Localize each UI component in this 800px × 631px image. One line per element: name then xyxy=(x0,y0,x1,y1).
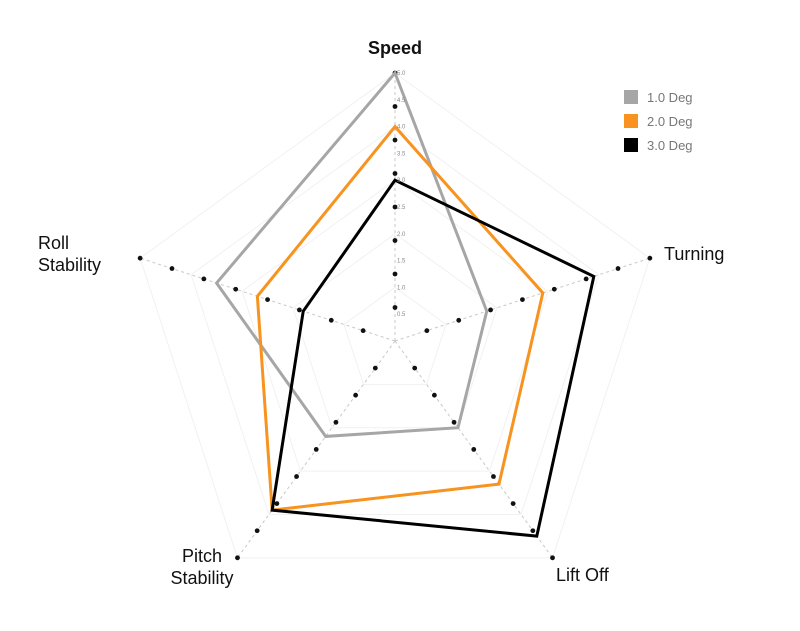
axis-dot-lift-off xyxy=(491,474,496,479)
series-3-0-deg xyxy=(270,178,596,538)
axis-dot-pitch-stability xyxy=(235,555,240,561)
axis-dot-lift-off xyxy=(550,555,555,561)
legend-swatch-3-0-deg xyxy=(624,138,638,152)
axis-dot-roll-stability xyxy=(169,266,175,271)
legend-swatch-2-0-deg xyxy=(624,114,638,128)
axis-dot-speed xyxy=(392,171,398,176)
grid-ring xyxy=(241,179,549,472)
radar-axis-labels: Speed Turning Lift Off Pitch Stability Roll St… xyxy=(38,38,724,588)
axis-dot-lift-off xyxy=(530,528,536,534)
axis-dot-turning xyxy=(551,286,557,292)
axis-dot-turning xyxy=(647,255,653,261)
axis-dot-speed xyxy=(392,238,398,243)
axis-dot-lift-off xyxy=(451,419,457,425)
grid-ring xyxy=(190,125,600,515)
axis-dot-roll-stability xyxy=(233,286,239,292)
axis-dot-pitch-stability xyxy=(333,419,339,425)
series-1-0-deg xyxy=(214,70,489,438)
tick-label: 4.5 xyxy=(397,98,406,104)
axis-dot-lift-off xyxy=(431,392,437,398)
axis-dot-lift-off xyxy=(471,447,477,452)
tick-label: 0.5 xyxy=(397,312,406,318)
radar-axes xyxy=(137,70,653,561)
axis-dot-pitch-stability xyxy=(313,447,319,452)
tick-label: 3.5 xyxy=(397,151,406,157)
legend-label-1-0-deg: 1.0 Deg xyxy=(647,90,693,105)
axis-dot-speed xyxy=(392,305,398,310)
grid-ring xyxy=(139,72,651,559)
axis-dot-turning xyxy=(583,276,589,282)
axis-dot-turning xyxy=(615,266,621,271)
legend-label-2-0-deg: 2.0 Deg xyxy=(647,114,693,129)
axis-dot-pitch-stability xyxy=(294,474,299,479)
tick-label: 3.0 xyxy=(397,178,406,184)
axis-dot-roll-stability xyxy=(137,255,143,261)
axis-dot-speed xyxy=(392,204,398,210)
axis-dot-roll-stability xyxy=(201,276,207,282)
axis-label-lift-off: Lift Off xyxy=(556,565,610,585)
legend-swatch-1-0-deg xyxy=(624,90,638,104)
axis-dot-pitch-stability xyxy=(274,501,280,507)
axis-dot-speed xyxy=(392,104,398,109)
tick-label: 2.0 xyxy=(397,232,406,238)
legend-label-3-0-deg: 3.0 Deg xyxy=(647,138,693,153)
axis-label-roll-stability: Roll Stability xyxy=(38,233,101,275)
chart-legend: 1.0 Deg 2.0 Deg 3.0 Deg xyxy=(624,90,693,153)
axis-dot-roll-stability xyxy=(297,307,302,313)
grid-ring xyxy=(343,286,447,385)
axis-dot-turning xyxy=(456,317,462,323)
axis-dot-turning xyxy=(424,328,430,334)
axis-label-turning: Turning xyxy=(664,244,724,264)
axis-dot-lift-off xyxy=(412,365,418,371)
tick-label: 5.0 xyxy=(397,71,406,77)
axis-dot-lift-off xyxy=(510,501,516,507)
axis-dot-speed xyxy=(392,137,398,143)
tick-label: 1.5 xyxy=(397,259,406,265)
tick-label: 4.0 xyxy=(397,125,406,131)
axis-dot-pitch-stability xyxy=(372,365,378,371)
radar-tick-labels: 0.5 1.0 1.5 2.0 2.5 3.0 3.5 4.0 4.5 5.0 xyxy=(397,71,406,318)
series-2-0-deg xyxy=(255,124,545,512)
tick-label: 2.5 xyxy=(397,205,406,211)
axis-dot-turning xyxy=(488,307,493,313)
axis-dot-pitch-stability xyxy=(254,528,260,534)
axis-dot-roll-stability xyxy=(328,317,334,323)
axis-dot-turning xyxy=(520,297,525,302)
axis-dot-roll-stability xyxy=(265,297,270,302)
axis-dot-pitch-stability xyxy=(353,392,359,398)
axis-dot-speed xyxy=(392,271,398,277)
axis-dot-roll-stability xyxy=(360,328,366,334)
axis-label-speed: Speed xyxy=(368,38,422,58)
tick-label: 1.0 xyxy=(397,285,406,291)
radar-series xyxy=(214,70,596,538)
axis-label-pitch-stability: Pitch Stability xyxy=(170,546,233,588)
